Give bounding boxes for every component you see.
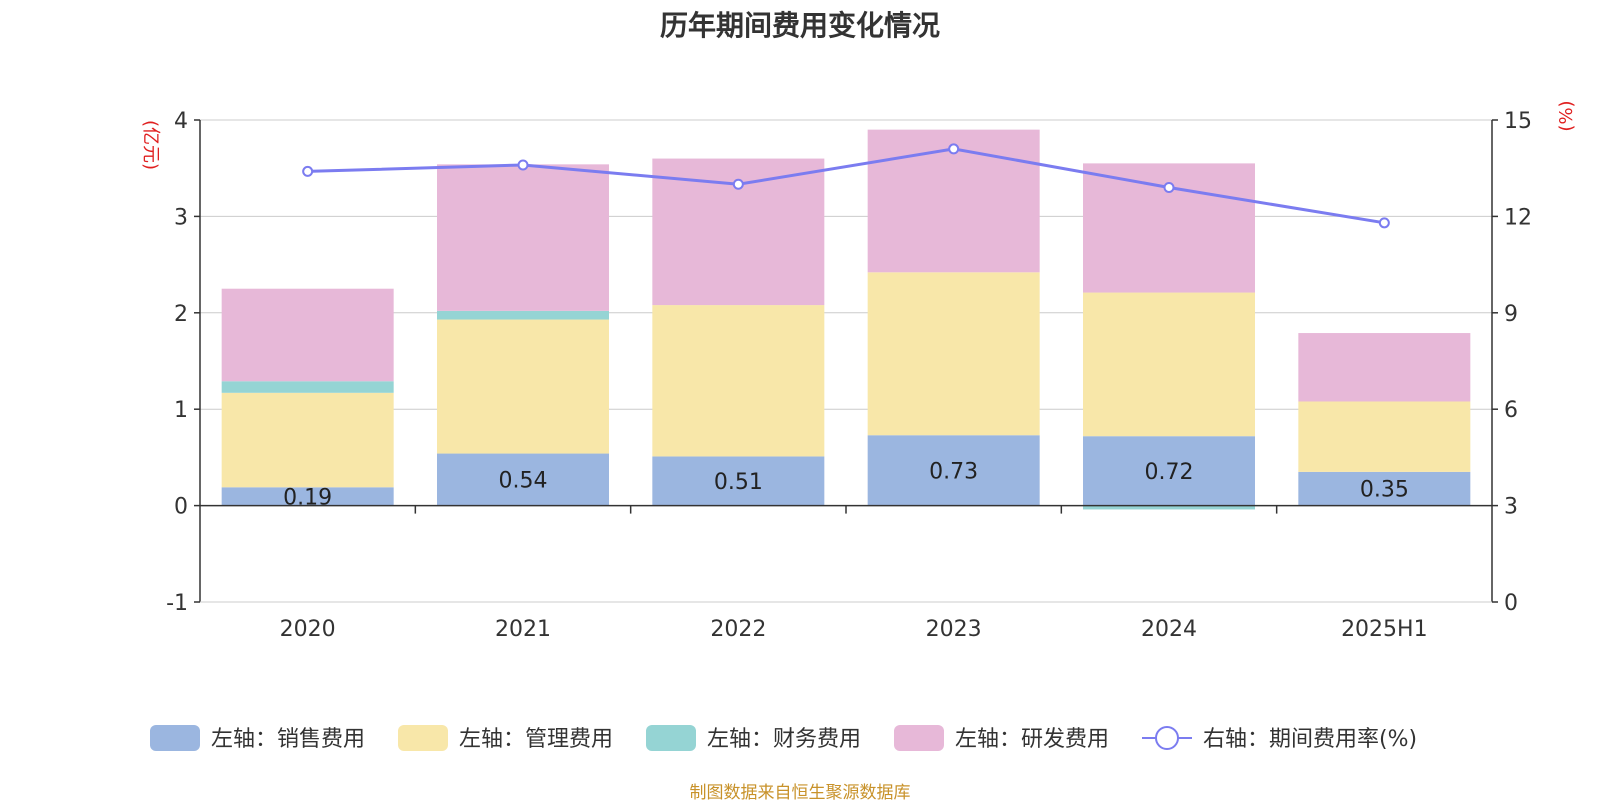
right-tick-label: 3 xyxy=(1504,495,1518,520)
rate-line xyxy=(302,143,1390,229)
data-label: 0.72 xyxy=(1145,460,1194,485)
left-tick-label: 2 xyxy=(174,302,188,327)
left-axis-unit: (亿元) xyxy=(140,120,161,170)
right-tick-label: 0 xyxy=(1504,591,1518,616)
rate-point xyxy=(517,159,529,171)
legend-swatch xyxy=(894,725,944,751)
bar-segment xyxy=(1083,292,1255,437)
right-tick-label: 6 xyxy=(1504,398,1518,423)
data-labels: 0.19 0.54 0.51 0.73 0.72 0.35 xyxy=(283,459,1409,510)
legend-label: 左轴：管理费用 xyxy=(459,727,613,752)
right-tick-label: 9 xyxy=(1504,302,1518,327)
bar-segment xyxy=(437,319,609,454)
data-label: 0.19 xyxy=(283,485,332,510)
category-label: 2022 xyxy=(710,617,766,642)
legend-label: 左轴：财务费用 xyxy=(707,727,861,752)
bar-segment xyxy=(1298,471,1471,506)
bar-segment xyxy=(437,164,609,311)
left-tick-label: 0 xyxy=(174,495,188,520)
bar-segment xyxy=(1083,436,1255,506)
legend-swatch xyxy=(150,725,200,751)
right-tick-label: 15 xyxy=(1504,109,1532,134)
source-footer: 制图数据来自恒生聚源数据库 xyxy=(689,783,911,803)
rate-point xyxy=(1163,181,1175,193)
bar-segment xyxy=(652,305,825,457)
bar-segment xyxy=(867,272,1040,436)
bar-segment xyxy=(437,453,609,506)
bar-segment xyxy=(221,392,394,488)
rate-point xyxy=(948,143,960,155)
left-tick-label: 3 xyxy=(174,205,188,230)
bar-segment xyxy=(437,310,609,320)
right-tick-label: 12 xyxy=(1504,205,1532,230)
chart-title: 历年期间费用变化情况 xyxy=(659,9,940,42)
bar-segment xyxy=(867,435,1040,506)
left-tick-label: 4 xyxy=(174,109,188,134)
legend-line-marker xyxy=(1155,726,1179,750)
left-tick-label: 1 xyxy=(174,398,188,423)
rate-point xyxy=(732,178,744,190)
data-label: 0.54 xyxy=(499,469,548,494)
category-label: 2021 xyxy=(495,617,551,642)
grid-lines xyxy=(200,119,1492,603)
bar-segment xyxy=(1298,333,1471,402)
rate-line-path xyxy=(307,147,1385,225)
rate-point xyxy=(1378,217,1390,229)
category-label: 2025H1 xyxy=(1341,617,1428,642)
category-label: 2020 xyxy=(280,617,336,642)
legend-label: 左轴：研发费用 xyxy=(955,727,1109,752)
bar-segment xyxy=(1083,505,1255,510)
legend-swatch xyxy=(646,725,696,751)
category-label: 2023 xyxy=(926,617,982,642)
left-tick-label: -1 xyxy=(166,591,188,616)
bar-segment xyxy=(221,288,394,382)
legend-label: 左轴：销售费用 xyxy=(211,727,365,752)
data-label: 0.35 xyxy=(1360,478,1409,503)
bar-segment xyxy=(652,456,825,506)
legend: 左轴：销售费用 左轴：管理费用 左轴：财务费用 左轴：研发费用 右轴：期间费用率(%) xyxy=(150,725,1417,752)
data-label: 0.51 xyxy=(714,470,763,495)
legend-swatch xyxy=(398,725,448,751)
legend-label: 右轴：期间费用率(%) xyxy=(1203,727,1417,752)
data-label: 0.73 xyxy=(929,459,978,484)
right-axis-unit: (%) xyxy=(1556,100,1577,131)
bar-segment xyxy=(1298,401,1471,472)
rate-point xyxy=(302,165,314,177)
bar-segment xyxy=(221,487,394,506)
category-label: 2024 xyxy=(1141,617,1197,642)
bars xyxy=(221,129,1471,510)
bar-segment xyxy=(221,381,394,393)
